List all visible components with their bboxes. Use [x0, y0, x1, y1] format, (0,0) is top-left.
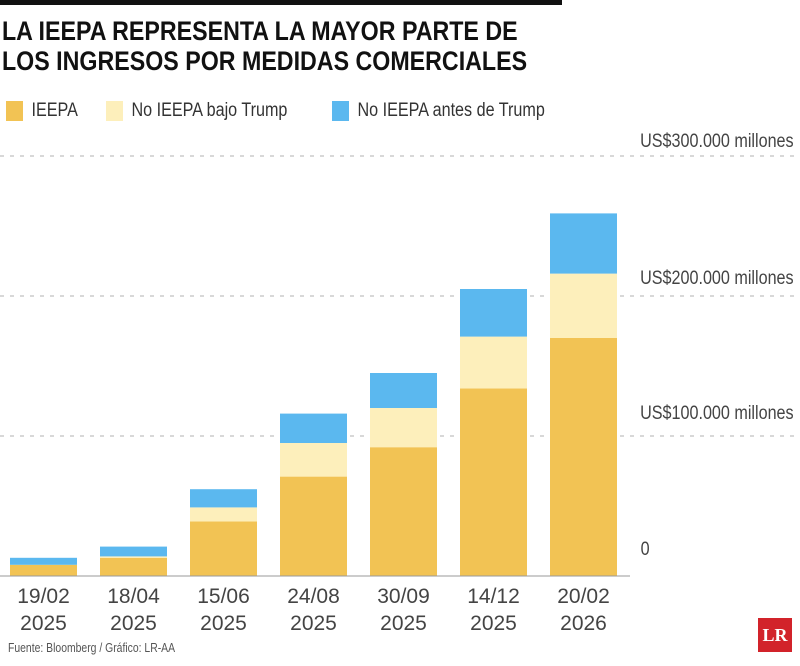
legend-swatch — [6, 101, 23, 121]
y-tick-label: US$200.000 millones — [640, 268, 794, 289]
x-tick-label: 14/12 — [467, 585, 520, 608]
legend-swatch — [106, 101, 123, 121]
x-tick-label: 20/02 — [557, 585, 610, 608]
legend-swatch — [332, 101, 349, 121]
bar-segment — [100, 557, 167, 576]
title-line-1: LA IEEPA REPRESENTA LA MAYOR PARTE DE — [2, 16, 518, 46]
x-tick-label: 2025 — [470, 612, 517, 635]
legend-label: No IEEPA antes de Trump — [357, 100, 545, 121]
bar-segment — [190, 507, 257, 522]
x-tick-label: 24/08 — [287, 585, 340, 608]
bar-segment — [370, 447, 437, 576]
legend-item-no-ieepa-pre-trump: No IEEPA antes de Trump — [332, 100, 545, 122]
lr-logo: LR — [758, 618, 792, 652]
x-tick-label: 2025 — [110, 612, 157, 635]
bar-segment — [10, 564, 77, 576]
source-note: Fuente: Bloomberg / Gráfico: LR-AA — [8, 640, 176, 655]
legend-label: IEEPA — [31, 100, 78, 121]
bar-segment — [100, 546, 167, 557]
bar-segment — [460, 289, 527, 337]
x-tick-label: 2026 — [560, 612, 607, 635]
title-line-2: LOS INGRESOS POR MEDIDAS COMERCIALES — [2, 46, 528, 76]
bar-segment — [280, 413, 347, 443]
x-tick-label: 2025 — [290, 612, 337, 635]
bar-segment — [280, 443, 347, 477]
bar-segment — [550, 213, 617, 274]
bar-segment — [460, 388, 527, 576]
x-tick-label: 2025 — [380, 612, 427, 635]
bar-segment — [550, 338, 617, 576]
legend-label: No IEEPA bajo Trump — [131, 100, 288, 121]
bar-segment — [370, 408, 437, 448]
y-tick-label: 0 — [641, 539, 650, 560]
y-tick-label: US$100.000 millones — [640, 403, 794, 424]
bar-segment — [460, 336, 527, 389]
bar-segment — [190, 489, 257, 508]
y-tick-label: US$300.000 millones — [640, 131, 794, 152]
legend-item-no-ieepa-trump: No IEEPA bajo Trump — [106, 100, 287, 122]
x-tick-label: 18/04 — [107, 585, 160, 608]
logo-text: LR — [762, 624, 788, 645]
legend-item-ieepa: IEEPA — [6, 100, 78, 122]
bar-segment — [100, 556, 167, 558]
bar-segment — [280, 476, 347, 576]
bar-segment — [190, 521, 257, 576]
chart-title: LA IEEPA REPRESENTA LA MAYOR PARTE DE LO… — [2, 16, 527, 76]
bar-segment — [370, 373, 437, 408]
x-tick-label: 30/09 — [377, 585, 430, 608]
x-tick-label: 19/02 — [17, 585, 70, 608]
x-tick-label: 2025 — [20, 612, 67, 635]
bar-segment — [10, 557, 77, 565]
x-tick-label: 15/06 — [197, 585, 250, 608]
top-rule — [0, 0, 562, 5]
bar-segment — [550, 273, 617, 338]
x-tick-label: 2025 — [200, 612, 247, 635]
